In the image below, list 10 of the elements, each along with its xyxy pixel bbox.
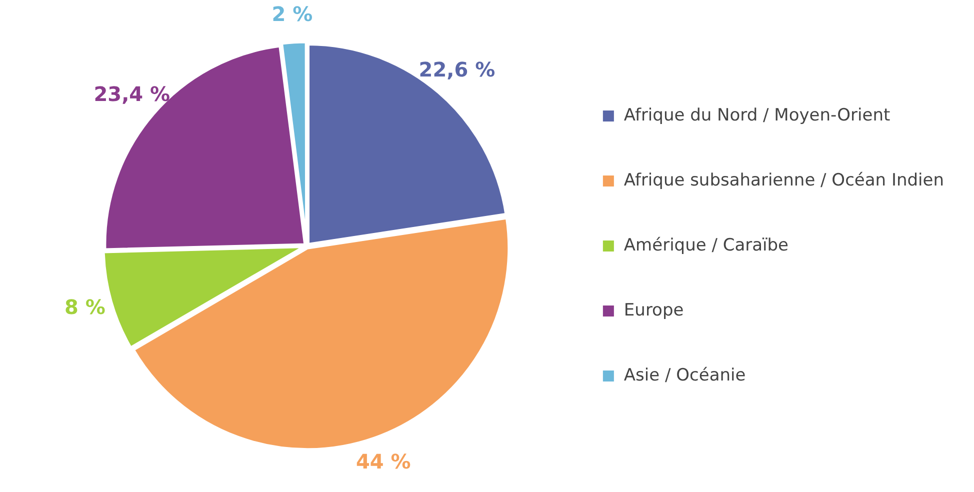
legend-label: Asie / Océanie xyxy=(624,365,746,386)
legend-label: Afrique subsaharienne / Océan Indien xyxy=(624,170,944,190)
data-label: 2 % xyxy=(272,2,313,26)
data-label: 22,6 % xyxy=(418,57,496,82)
data-label: 44 % xyxy=(356,450,411,474)
legend-label: Europe xyxy=(624,300,684,320)
data-label: 8 % xyxy=(64,295,106,320)
data-label: 23,4 % xyxy=(94,82,170,106)
legend-label: Amérique / Caraïbe xyxy=(624,235,789,256)
legend-label: Afrique du Nord / Moyen-Orient xyxy=(624,105,890,126)
